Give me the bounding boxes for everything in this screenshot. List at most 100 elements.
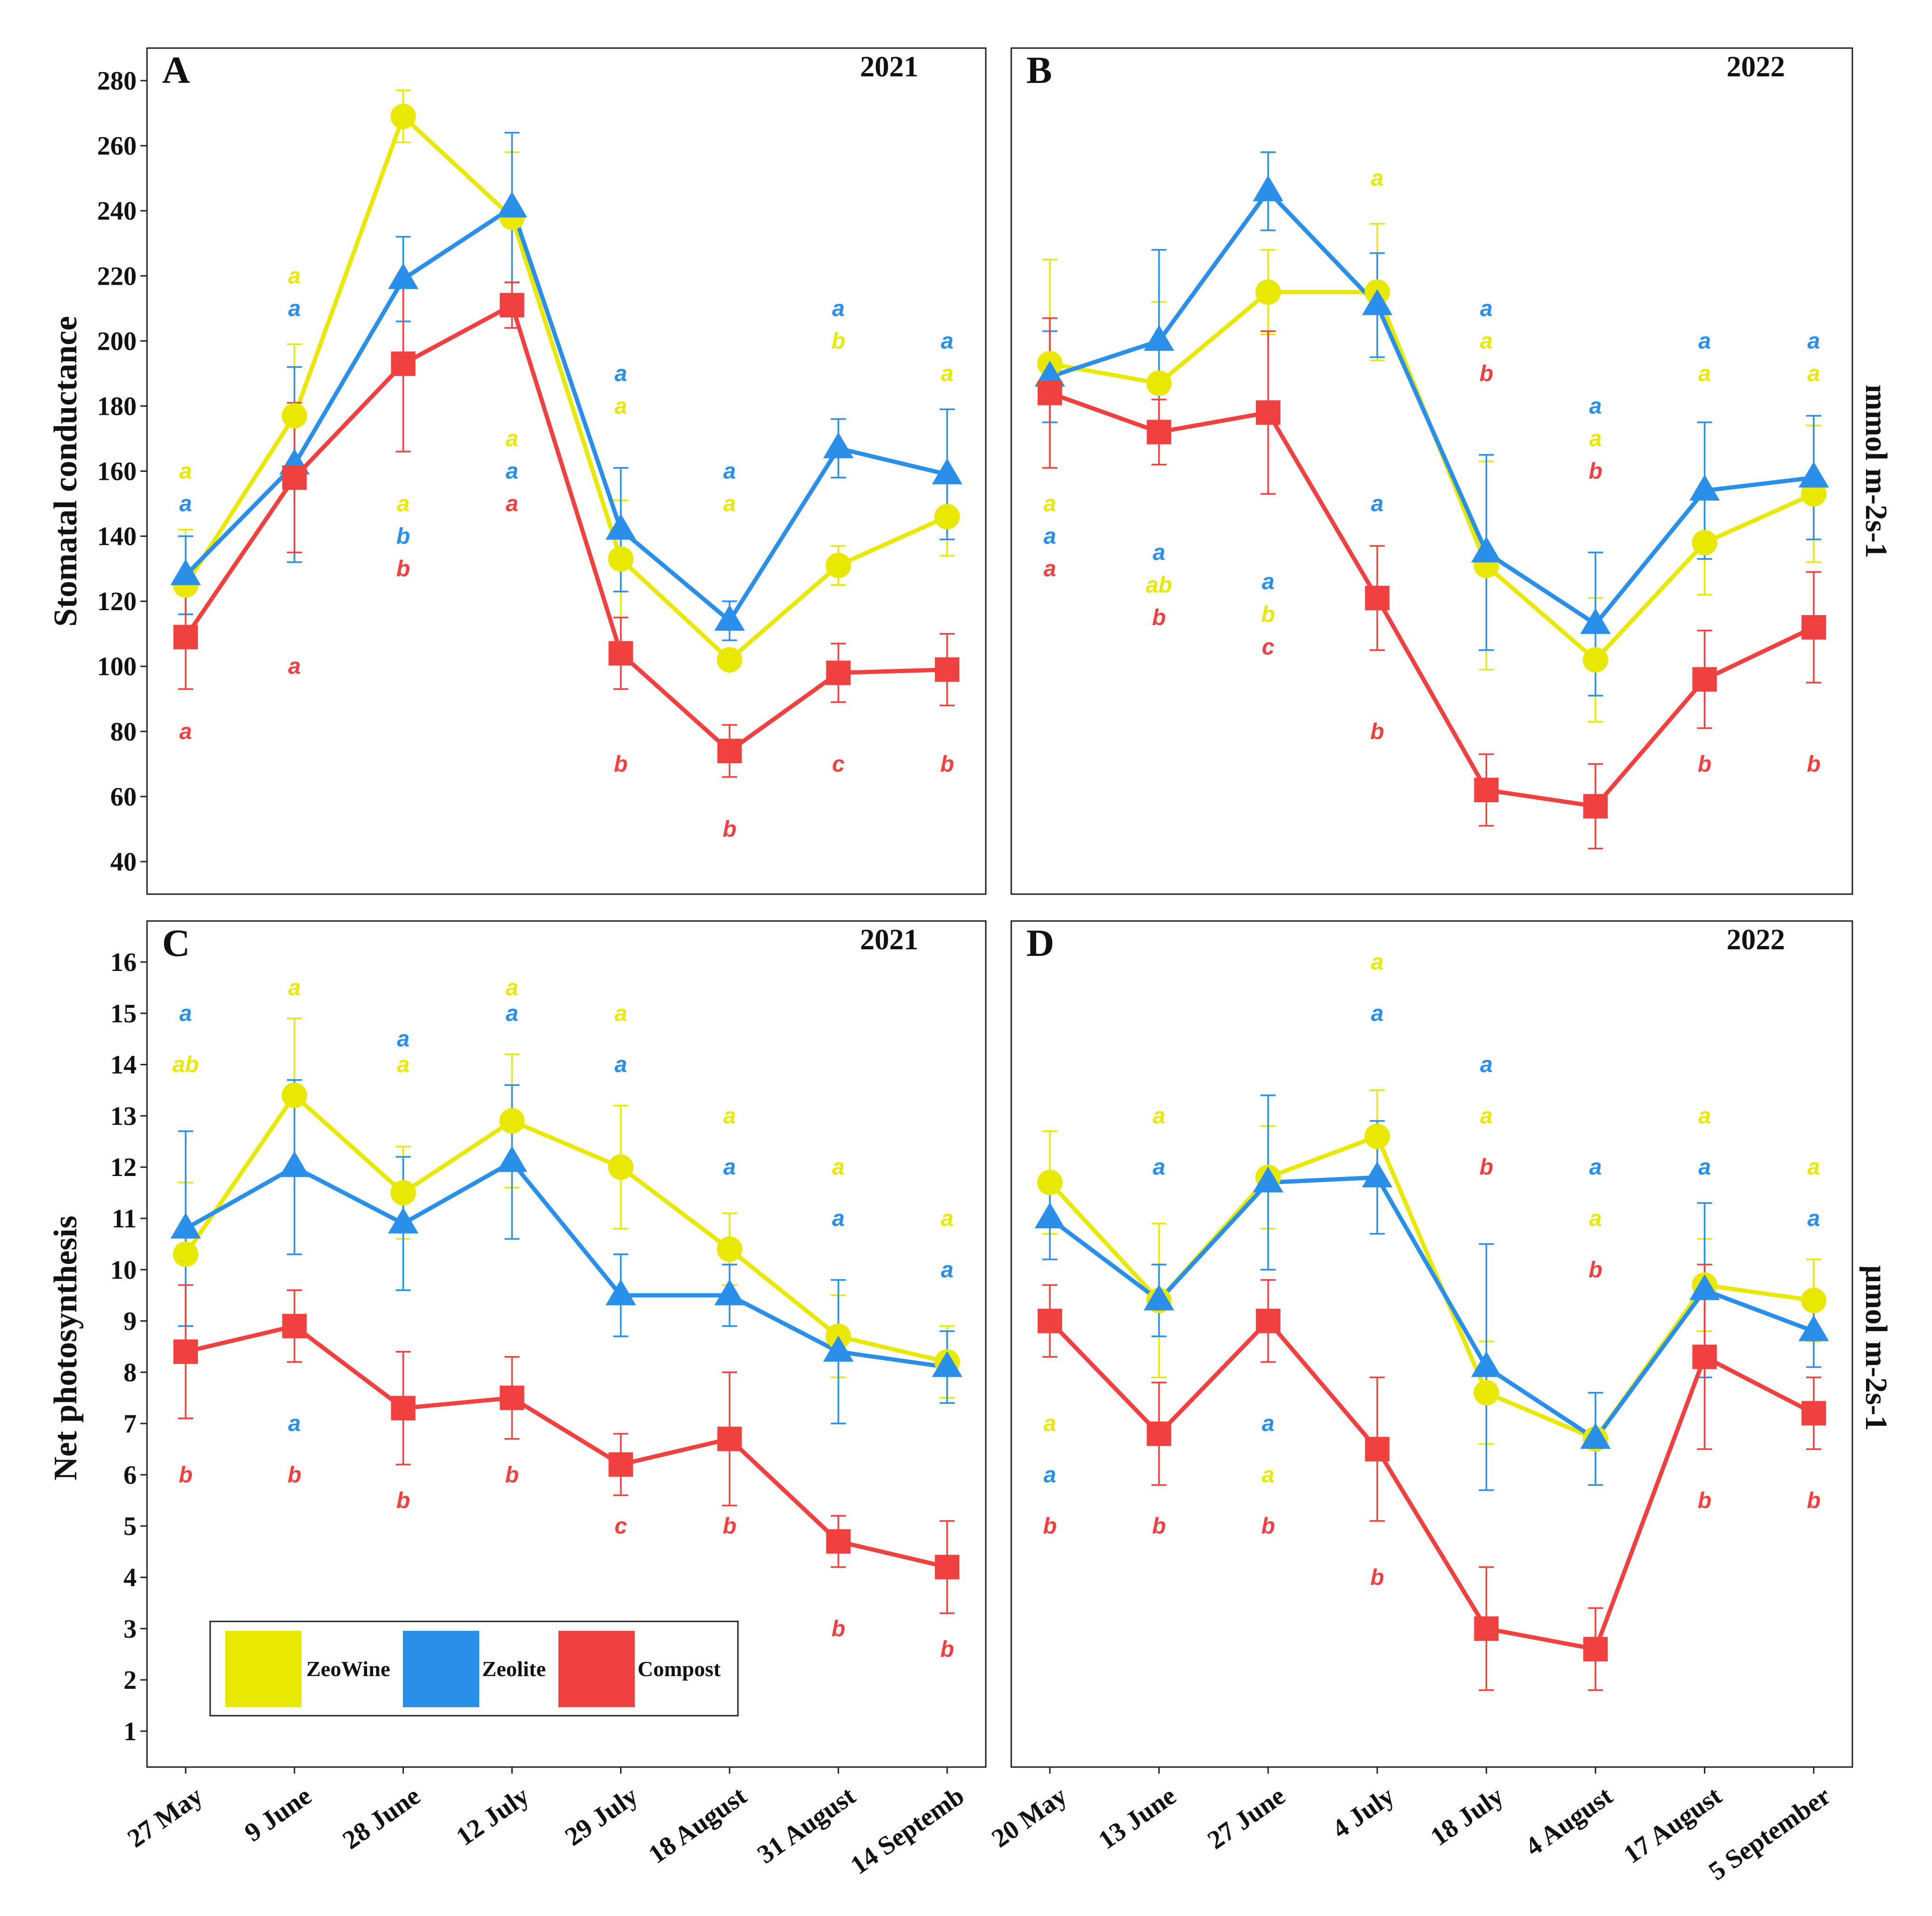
significance-letter: a [614, 1053, 627, 1077]
panel-year: 2022 [1727, 51, 1785, 83]
compost-point [826, 660, 851, 685]
compost-point [935, 1554, 959, 1579]
zeolite-point [1253, 1166, 1284, 1192]
zeowine-point [1255, 279, 1281, 305]
compost-point [1692, 1344, 1717, 1369]
gs-y-axis-title: Stomatal conductance [48, 316, 84, 626]
significance-letter: a [180, 719, 192, 744]
x-tick-label: 9 June [239, 1781, 317, 1848]
y-tick-label: 240 [97, 197, 137, 226]
significance-letter: a [1480, 1103, 1493, 1128]
zeolite-point [1034, 1202, 1065, 1229]
y-tick-label: 220 [97, 262, 137, 291]
significance-letter: a [1044, 492, 1056, 517]
zeolite-point [1689, 1274, 1720, 1300]
significance-letter: b [396, 1488, 410, 1513]
significance-letter: a [1044, 557, 1056, 582]
compost-point [1365, 585, 1390, 610]
zeolite-point [1798, 1315, 1829, 1341]
significance-letter: b [1698, 752, 1711, 777]
compost-point [1256, 400, 1281, 425]
significance-letter: a [1371, 1001, 1384, 1026]
significance-letter: a [723, 459, 736, 484]
zeolite-point [714, 605, 745, 631]
zeolite-point [497, 191, 527, 218]
significance-letter: b [1698, 1488, 1711, 1513]
zeowine-point [390, 1180, 416, 1206]
x-tick-label: 5 September [1703, 1781, 1836, 1886]
significance-letter: a [1698, 361, 1711, 386]
significance-letter: a [288, 975, 301, 1000]
zeowine-point [1146, 370, 1172, 396]
significance-letter: a [1153, 540, 1165, 565]
compost-point [1146, 419, 1171, 444]
compost-point [1583, 1636, 1608, 1661]
significance-letter: b [287, 1463, 301, 1488]
compost-point [282, 465, 307, 490]
significance-letter: b [396, 557, 410, 582]
x-tick-label: 17 August [1618, 1781, 1727, 1870]
x-tick-label: 13 June [1093, 1781, 1181, 1855]
significance-letter: a [288, 263, 301, 288]
compost-point [1038, 380, 1062, 405]
zeolite-point [606, 1279, 636, 1306]
significance-letter: a [1371, 492, 1384, 517]
gs-unit-label: mmol m-2s-1 [1859, 385, 1893, 558]
y-tick-label: 100 [97, 652, 137, 682]
compost-point [1256, 1308, 1281, 1333]
zeolite-point [497, 1146, 527, 1172]
compost-point [608, 641, 633, 666]
compost-point [935, 657, 959, 682]
x-tick-label: 28 June [337, 1781, 426, 1855]
significance-letter: a [1371, 950, 1384, 975]
significance-letter: a [614, 361, 627, 386]
significance-letter: c [614, 1514, 627, 1539]
significance-letter: a [941, 1206, 954, 1231]
zeolite-point [1362, 289, 1393, 315]
significance-letter: b [1043, 1514, 1056, 1539]
plot-frame [146, 47, 987, 895]
significance-letter: a [1698, 1155, 1711, 1180]
significance-letter: b [1588, 459, 1602, 484]
significance-letter: a [941, 361, 954, 386]
y-tick-label: 140 [97, 522, 137, 551]
y-tick-label: 5 [123, 1512, 137, 1541]
compost-point [1474, 778, 1499, 803]
zeolite-point [1144, 1284, 1174, 1311]
significance-letter: b [1480, 1155, 1493, 1180]
y-tick-label: 2 [123, 1666, 137, 1695]
significance-letter: a [1262, 1463, 1275, 1488]
significance-letter: a [288, 296, 301, 321]
significance-letter: a [180, 459, 192, 484]
significance-letter: a [506, 975, 518, 1000]
significance-letter: b [723, 817, 737, 842]
y-tick-label: 200 [97, 327, 137, 356]
zeowine-series-line [184, 1093, 948, 1364]
zeowine-point [1692, 530, 1718, 556]
significance-letter: a [832, 1206, 845, 1231]
zeolite-point [388, 1207, 419, 1233]
compost-point [282, 1314, 307, 1339]
panel-letter: D [1026, 921, 1054, 964]
significance-letter: a [1044, 1411, 1056, 1436]
zeolite-point [606, 513, 636, 540]
panel-a-stomatal-2021: A 2021 40 60 80 100 120 140 160 180 200 220 240 260 28… [97, 47, 987, 895]
significance-letter: a [1808, 1155, 1820, 1180]
significance-letter: b [1588, 1258, 1602, 1283]
compost-point [717, 1426, 742, 1451]
compost-series-line [184, 303, 948, 753]
plot-frame [146, 920, 987, 1768]
y-tick-label: 60 [110, 782, 137, 812]
significance-letter: a [1589, 394, 1602, 419]
zeolite-point [823, 432, 854, 459]
zeolite-point [1471, 536, 1502, 563]
compost-point [1583, 794, 1608, 819]
zeowine-point [717, 647, 743, 673]
zeowine-point [173, 1242, 198, 1267]
y-tick-label: 3 [123, 1614, 137, 1644]
zeolite-point [1253, 175, 1284, 201]
legend-label-zeolite: Zeolite [482, 1657, 546, 1681]
